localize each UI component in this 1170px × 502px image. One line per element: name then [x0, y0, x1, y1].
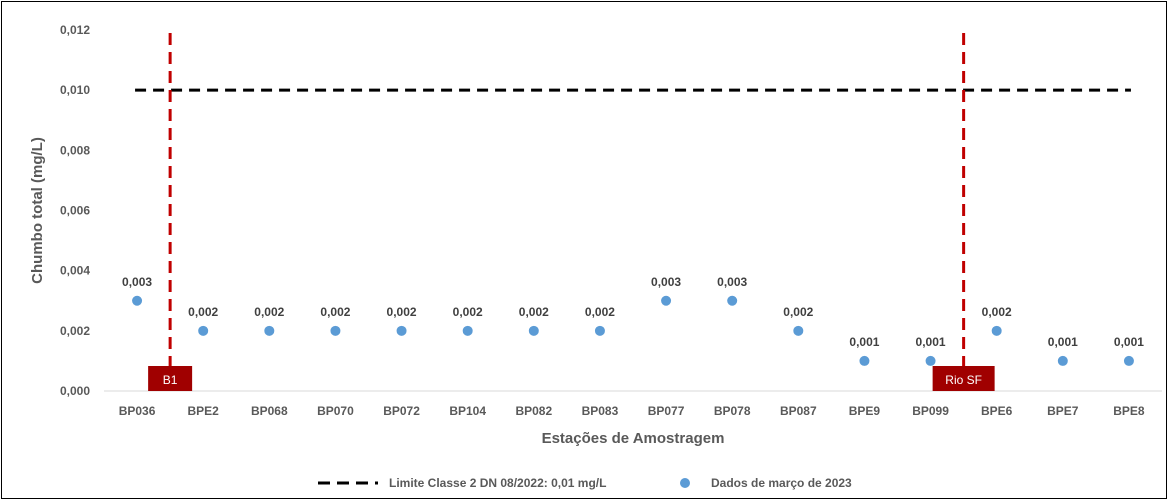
data-label: 0,002: [320, 305, 350, 319]
x-tick-label: BP087: [780, 404, 817, 418]
data-label: 0,001: [849, 335, 879, 349]
data-label: 0,002: [783, 305, 813, 319]
x-tick-label: BP068: [251, 404, 288, 418]
y-tick-label: 0,000: [60, 384, 90, 398]
data-label: 0,002: [585, 305, 615, 319]
x-tick-label: BPE9: [849, 404, 881, 418]
data-point: [925, 355, 936, 366]
data-point: [396, 325, 407, 336]
data-label: 0,001: [1048, 335, 1078, 349]
x-tick-label: BP070: [317, 404, 354, 418]
data-label: 0,001: [916, 335, 946, 349]
data-point: [198, 325, 209, 336]
data-point: [793, 325, 804, 336]
station-marker-label: Rio SF: [945, 373, 982, 387]
y-tick-label: 0,004: [60, 264, 90, 278]
x-tick-label: BPE7: [1047, 404, 1079, 418]
y-tick-label: 0,008: [60, 143, 90, 157]
x-tick-label: BP099: [912, 404, 949, 418]
x-tick-label: BP078: [714, 404, 751, 418]
station-marker-box: [148, 366, 193, 391]
x-tick-label: BP077: [648, 404, 685, 418]
x-tick-label: BP036: [119, 404, 156, 418]
data-label: 0,002: [982, 305, 1012, 319]
data-label: 0,002: [387, 305, 417, 319]
station-marker-box: [932, 366, 995, 391]
data-point: [462, 325, 473, 336]
x-tick-label: BP072: [383, 404, 420, 418]
y-axis-title: Chumbo total (mg/L): [29, 137, 46, 284]
x-tick-label: BPE2: [188, 404, 220, 418]
data-point: [264, 325, 275, 336]
data-label: 0,001: [1114, 335, 1144, 349]
y-tick-label: 0,012: [60, 23, 90, 37]
data-label: 0,003: [651, 275, 681, 289]
data-label: 0,002: [519, 305, 549, 319]
data-label: 0,002: [254, 305, 284, 319]
x-tick-label: BP082: [515, 404, 552, 418]
data-point: [528, 325, 539, 336]
data-point: [727, 295, 738, 306]
data-label: 0,002: [188, 305, 218, 319]
x-tick-label: BP083: [582, 404, 619, 418]
y-tick-label: 0,010: [60, 83, 90, 97]
legend-data-label: Dados de março de 2023: [711, 476, 852, 490]
data-point: [594, 325, 605, 336]
data-point: [330, 325, 341, 336]
data-point: [1123, 355, 1134, 366]
data-label: 0,003: [122, 275, 152, 289]
legend-limit-label: Limite Classe 2 DN 08/2022: 0,01 mg/L: [389, 476, 606, 490]
data-label: 0,003: [717, 275, 747, 289]
x-tick-label: BPE6: [981, 404, 1013, 418]
legend-data-symbol: [680, 478, 690, 488]
data-label: 0,002: [453, 305, 483, 319]
station-marker-label: B1: [163, 373, 178, 387]
y-tick-label: 0,002: [60, 324, 90, 338]
data-point: [991, 325, 1002, 336]
data-point: [661, 295, 672, 306]
y-tick-label: 0,006: [60, 204, 90, 218]
x-axis-title: Estações de Amostragem: [542, 430, 725, 447]
x-tick-label: BPE8: [1113, 404, 1145, 418]
data-point: [132, 295, 143, 306]
data-point: [859, 355, 870, 366]
x-tick-label: BP104: [449, 404, 486, 418]
data-point: [1057, 355, 1068, 366]
